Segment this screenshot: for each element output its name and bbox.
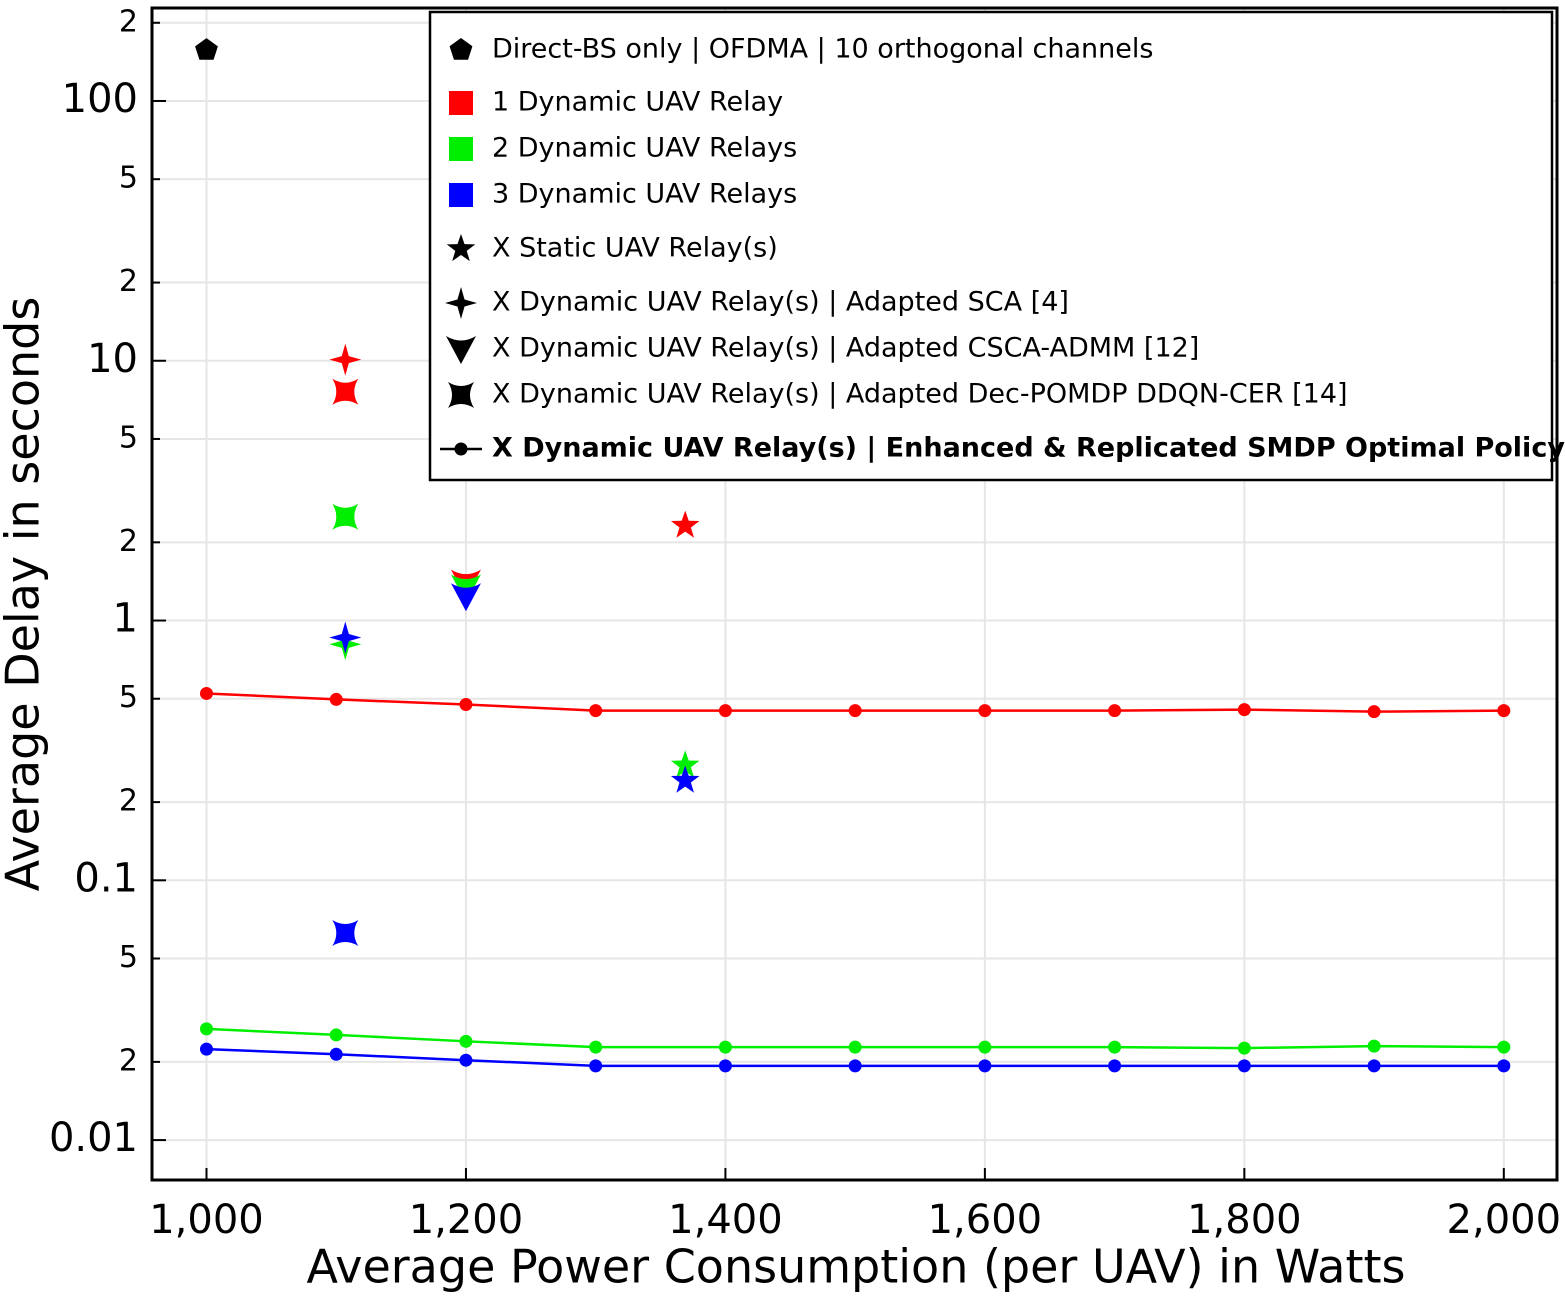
line-point <box>459 1034 473 1048</box>
scatter-point <box>332 378 359 405</box>
scatter-point <box>332 503 359 530</box>
y-tick-label: 5 <box>119 420 138 455</box>
line-point <box>1497 704 1511 718</box>
scatter-point <box>670 750 700 778</box>
line-point <box>589 1059 603 1073</box>
y-tick-label: 2 <box>119 784 138 819</box>
y-tick-label: 2 <box>119 264 138 299</box>
line-point <box>1237 1059 1251 1073</box>
line-point <box>1497 1059 1511 1073</box>
line-point <box>1367 705 1381 719</box>
scatter-point <box>332 919 359 946</box>
y-tick-label: 10 <box>87 336 138 382</box>
line-point <box>329 1028 343 1042</box>
legend-dot <box>454 442 468 456</box>
legend-marker <box>449 183 473 207</box>
line-point <box>978 1040 992 1054</box>
legend-label: X Dynamic UAV Relay(s) | Adapted SCA [4] <box>492 287 1069 318</box>
y-tick-label: 5 <box>119 940 138 975</box>
y-tick-label: 2 <box>119 1043 138 1078</box>
y-tick-label: 0.01 <box>49 1115 138 1161</box>
scatter-point <box>670 510 700 538</box>
line-point <box>978 1059 992 1073</box>
line-point <box>848 1059 862 1073</box>
y-tick-label: 0.1 <box>74 855 138 901</box>
line-point <box>589 1040 603 1054</box>
line-point <box>199 1042 213 1056</box>
legend-label: 2 Dynamic UAV Relays <box>492 133 797 164</box>
line-point <box>589 704 603 718</box>
scatter-point <box>195 38 218 60</box>
line-point <box>329 1047 343 1061</box>
legend-marker <box>445 287 477 319</box>
x-tick-label: 1,800 <box>1187 1197 1302 1243</box>
y-tick-label: 5 <box>119 161 138 196</box>
line-point <box>718 704 732 718</box>
legend-label: Direct-BS only | OFDMA | 10 orthogonal c… <box>492 34 1153 65</box>
line-point <box>459 1053 473 1067</box>
legend-label: X Dynamic UAV Relay(s) | Adapted Dec-POM… <box>492 379 1348 410</box>
x-axis-label: Average Power Consumption (per UAV) in W… <box>306 1240 1405 1294</box>
y-axis-label: Average Delay in seconds <box>0 297 50 892</box>
y-tick-label: 2 <box>119 524 138 559</box>
legend-label: X Static UAV Relay(s) <box>492 233 778 264</box>
x-tick-label: 1,400 <box>668 1197 783 1243</box>
line-point <box>1108 1040 1122 1054</box>
line-point <box>848 704 862 718</box>
legend-box <box>428 10 1554 482</box>
line-point <box>718 1059 732 1073</box>
x-tick-label: 1,200 <box>409 1197 524 1243</box>
line-point <box>199 1022 213 1036</box>
plot-frame <box>150 6 1559 1182</box>
line-point <box>978 704 992 718</box>
y-tick-label: 1 <box>113 596 138 642</box>
line-point <box>718 1040 732 1054</box>
y-tick-label: 5 <box>119 680 138 715</box>
line-point <box>1237 703 1251 717</box>
line-point <box>1367 1059 1381 1073</box>
line-point <box>199 686 213 700</box>
legend-marker <box>449 38 473 60</box>
legend-label: X Dynamic UAV Relay(s) | Enhanced & Repl… <box>492 433 1565 464</box>
scatter-point <box>329 343 362 376</box>
line-point <box>459 698 473 712</box>
scatter-point <box>450 583 481 612</box>
line-point <box>1108 704 1122 718</box>
legend-marker <box>449 91 473 115</box>
line-point <box>1237 1041 1251 1055</box>
scatter-point <box>329 621 362 654</box>
line-point <box>848 1040 862 1054</box>
x-tick-label: 1,600 <box>928 1197 1043 1243</box>
legend-label: 3 Dynamic UAV Relays <box>492 179 797 210</box>
legend-label: 1 Dynamic UAV Relay <box>492 87 783 118</box>
y-tick-label: 100 <box>62 76 138 122</box>
legend-label: X Dynamic UAV Relay(s) | Adapted CSCA-AD… <box>492 333 1199 364</box>
y-tick-label: 2 <box>119 4 138 39</box>
legend-marker <box>446 234 476 262</box>
scatter-point <box>670 765 700 793</box>
legend-marker <box>446 336 476 364</box>
line-point <box>329 692 343 706</box>
x-tick-label: 2,000 <box>1447 1197 1562 1243</box>
legend-marker <box>449 137 473 161</box>
line-point <box>1497 1040 1511 1054</box>
x-tick-label: 1,000 <box>149 1197 264 1243</box>
line-point <box>1108 1059 1122 1073</box>
legend-marker <box>448 382 474 408</box>
line-point <box>1367 1039 1381 1053</box>
